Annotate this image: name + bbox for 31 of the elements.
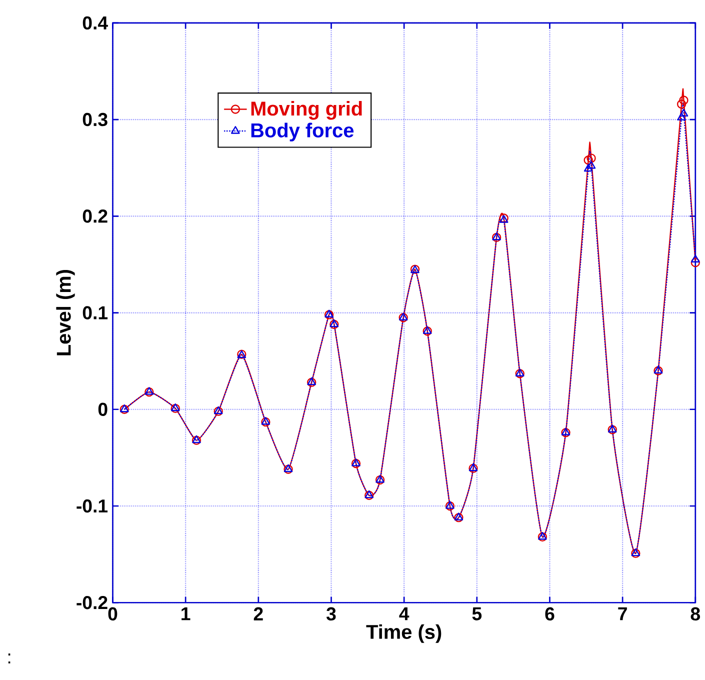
y-tick-label: 0.4 [82,16,108,30]
x-tick-label: 8 [690,607,700,620]
x-tick-label: 2 [254,607,263,620]
point [677,112,686,120]
point [584,155,593,165]
x-tick-label: 3 [326,607,336,620]
y-tick-label: 0 [98,402,108,416]
y-tick-label: 0.2 [82,209,108,223]
point [690,258,700,267]
x-tick-label: 6 [545,607,554,620]
x-tick-label: 4 [399,607,410,620]
point [584,164,593,172]
text: : [8,653,10,664]
x-tick-label: 1 [182,607,190,620]
legend-label: Body force [251,122,354,142]
point [679,95,688,105]
y-tick-label: -0.2 [76,596,108,609]
x-tick-label: 0 [108,607,118,620]
point [676,99,686,108]
x-tick-label: 5 [472,607,482,620]
y-tick-label: 0.1 [82,306,108,320]
y-tick-label: -0.1 [76,499,108,512]
x-axis-title: Time (s) [366,624,442,643]
legend-label: Moving grid [251,100,362,120]
y-axis-title: Level (m) [56,270,75,356]
point [586,160,596,169]
point [679,108,688,116]
point [691,254,700,262]
y-tick-label: 0.3 [82,112,108,126]
x-tick-label: 7 [618,607,627,620]
point [586,153,596,163]
